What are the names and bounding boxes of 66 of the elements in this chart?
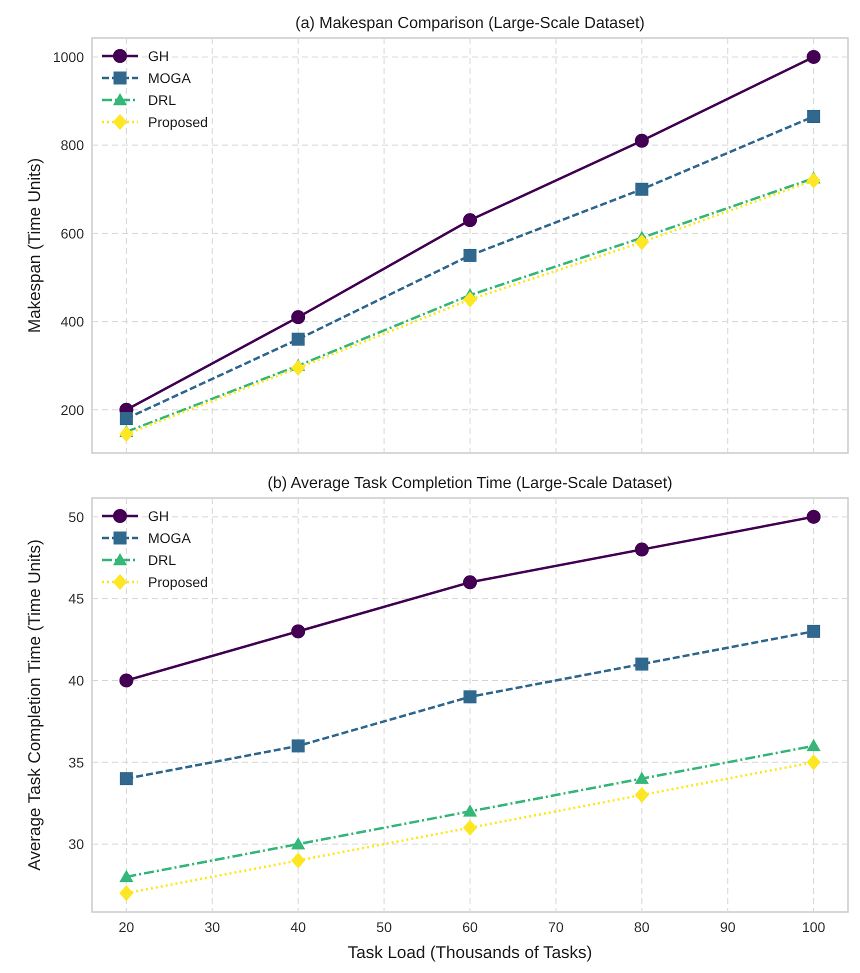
chart-title: (b) Average Task Completion Time (Large-Scale Dataset): [268, 475, 672, 492]
x-tick-label: 40: [290, 919, 306, 935]
legend-label: Proposed: [148, 574, 208, 590]
point: [464, 248, 476, 262]
x-tick-label: 80: [634, 919, 650, 935]
x-tick-label: 30: [204, 919, 220, 935]
point: [291, 852, 306, 868]
point: [464, 690, 476, 704]
point: [120, 772, 133, 786]
point: [634, 787, 649, 803]
point: [806, 510, 821, 524]
point: [291, 624, 306, 638]
point: [806, 50, 821, 64]
point: [120, 412, 133, 426]
point: [807, 110, 820, 123]
y-tick-label: 40: [68, 672, 84, 688]
y-tick-label: 600: [60, 225, 84, 242]
point: [291, 360, 306, 376]
point: [635, 182, 648, 196]
y-tick-label: 400: [60, 314, 84, 330]
y-tick-label: 45: [68, 590, 84, 607]
x-tick-label: 100: [802, 919, 826, 935]
chart-title: (a) Makespan Comparison (Large-Scale Dataset): [295, 15, 645, 32]
point: [463, 804, 477, 817]
legend-label: Proposed: [148, 114, 208, 130]
point: [291, 310, 306, 324]
legend-label: MOGA: [148, 70, 192, 86]
point: [463, 575, 477, 590]
point: [807, 624, 820, 638]
point: [635, 658, 648, 671]
point: [634, 542, 649, 557]
y-tick-label: 1000: [52, 48, 84, 65]
y-tick-label: 50: [68, 508, 84, 525]
point: [119, 870, 134, 882]
x-tick-label: 60: [462, 919, 478, 935]
point: [806, 738, 821, 752]
point: [463, 213, 477, 228]
point: [292, 332, 305, 346]
point: [806, 754, 821, 770]
legend-label: MOGA: [148, 530, 192, 546]
point: [463, 820, 477, 836]
point: [463, 292, 477, 308]
x-tick-label: 50: [376, 919, 392, 935]
y-tick-label: 35: [68, 754, 84, 770]
point: [292, 739, 305, 752]
x-tick-label: 90: [720, 919, 736, 935]
y-tick-label: 800: [60, 137, 84, 154]
point: [634, 772, 649, 784]
point: [634, 134, 649, 148]
x-tick-label: 20: [118, 919, 134, 935]
point: [119, 673, 134, 688]
x-axis-title: Task Load (Thousands of Tasks): [348, 943, 592, 962]
y-tick-label: 200: [60, 402, 84, 418]
y-axis-title: Makespan (Time Units): [25, 158, 44, 334]
legend-label: GH: [148, 508, 169, 524]
x-tick-label: 70: [548, 919, 564, 935]
point: [806, 172, 821, 188]
point: [119, 426, 134, 442]
point: [119, 885, 134, 902]
point: [634, 234, 649, 250]
point: [291, 837, 306, 850]
legend-label: DRL: [148, 552, 176, 568]
legend-label: DRL: [148, 92, 176, 108]
legend-label: GH: [148, 48, 169, 64]
y-axis-title: Average Task Completion Time (Time Units): [25, 539, 44, 871]
y-tick-label: 30: [68, 836, 84, 852]
